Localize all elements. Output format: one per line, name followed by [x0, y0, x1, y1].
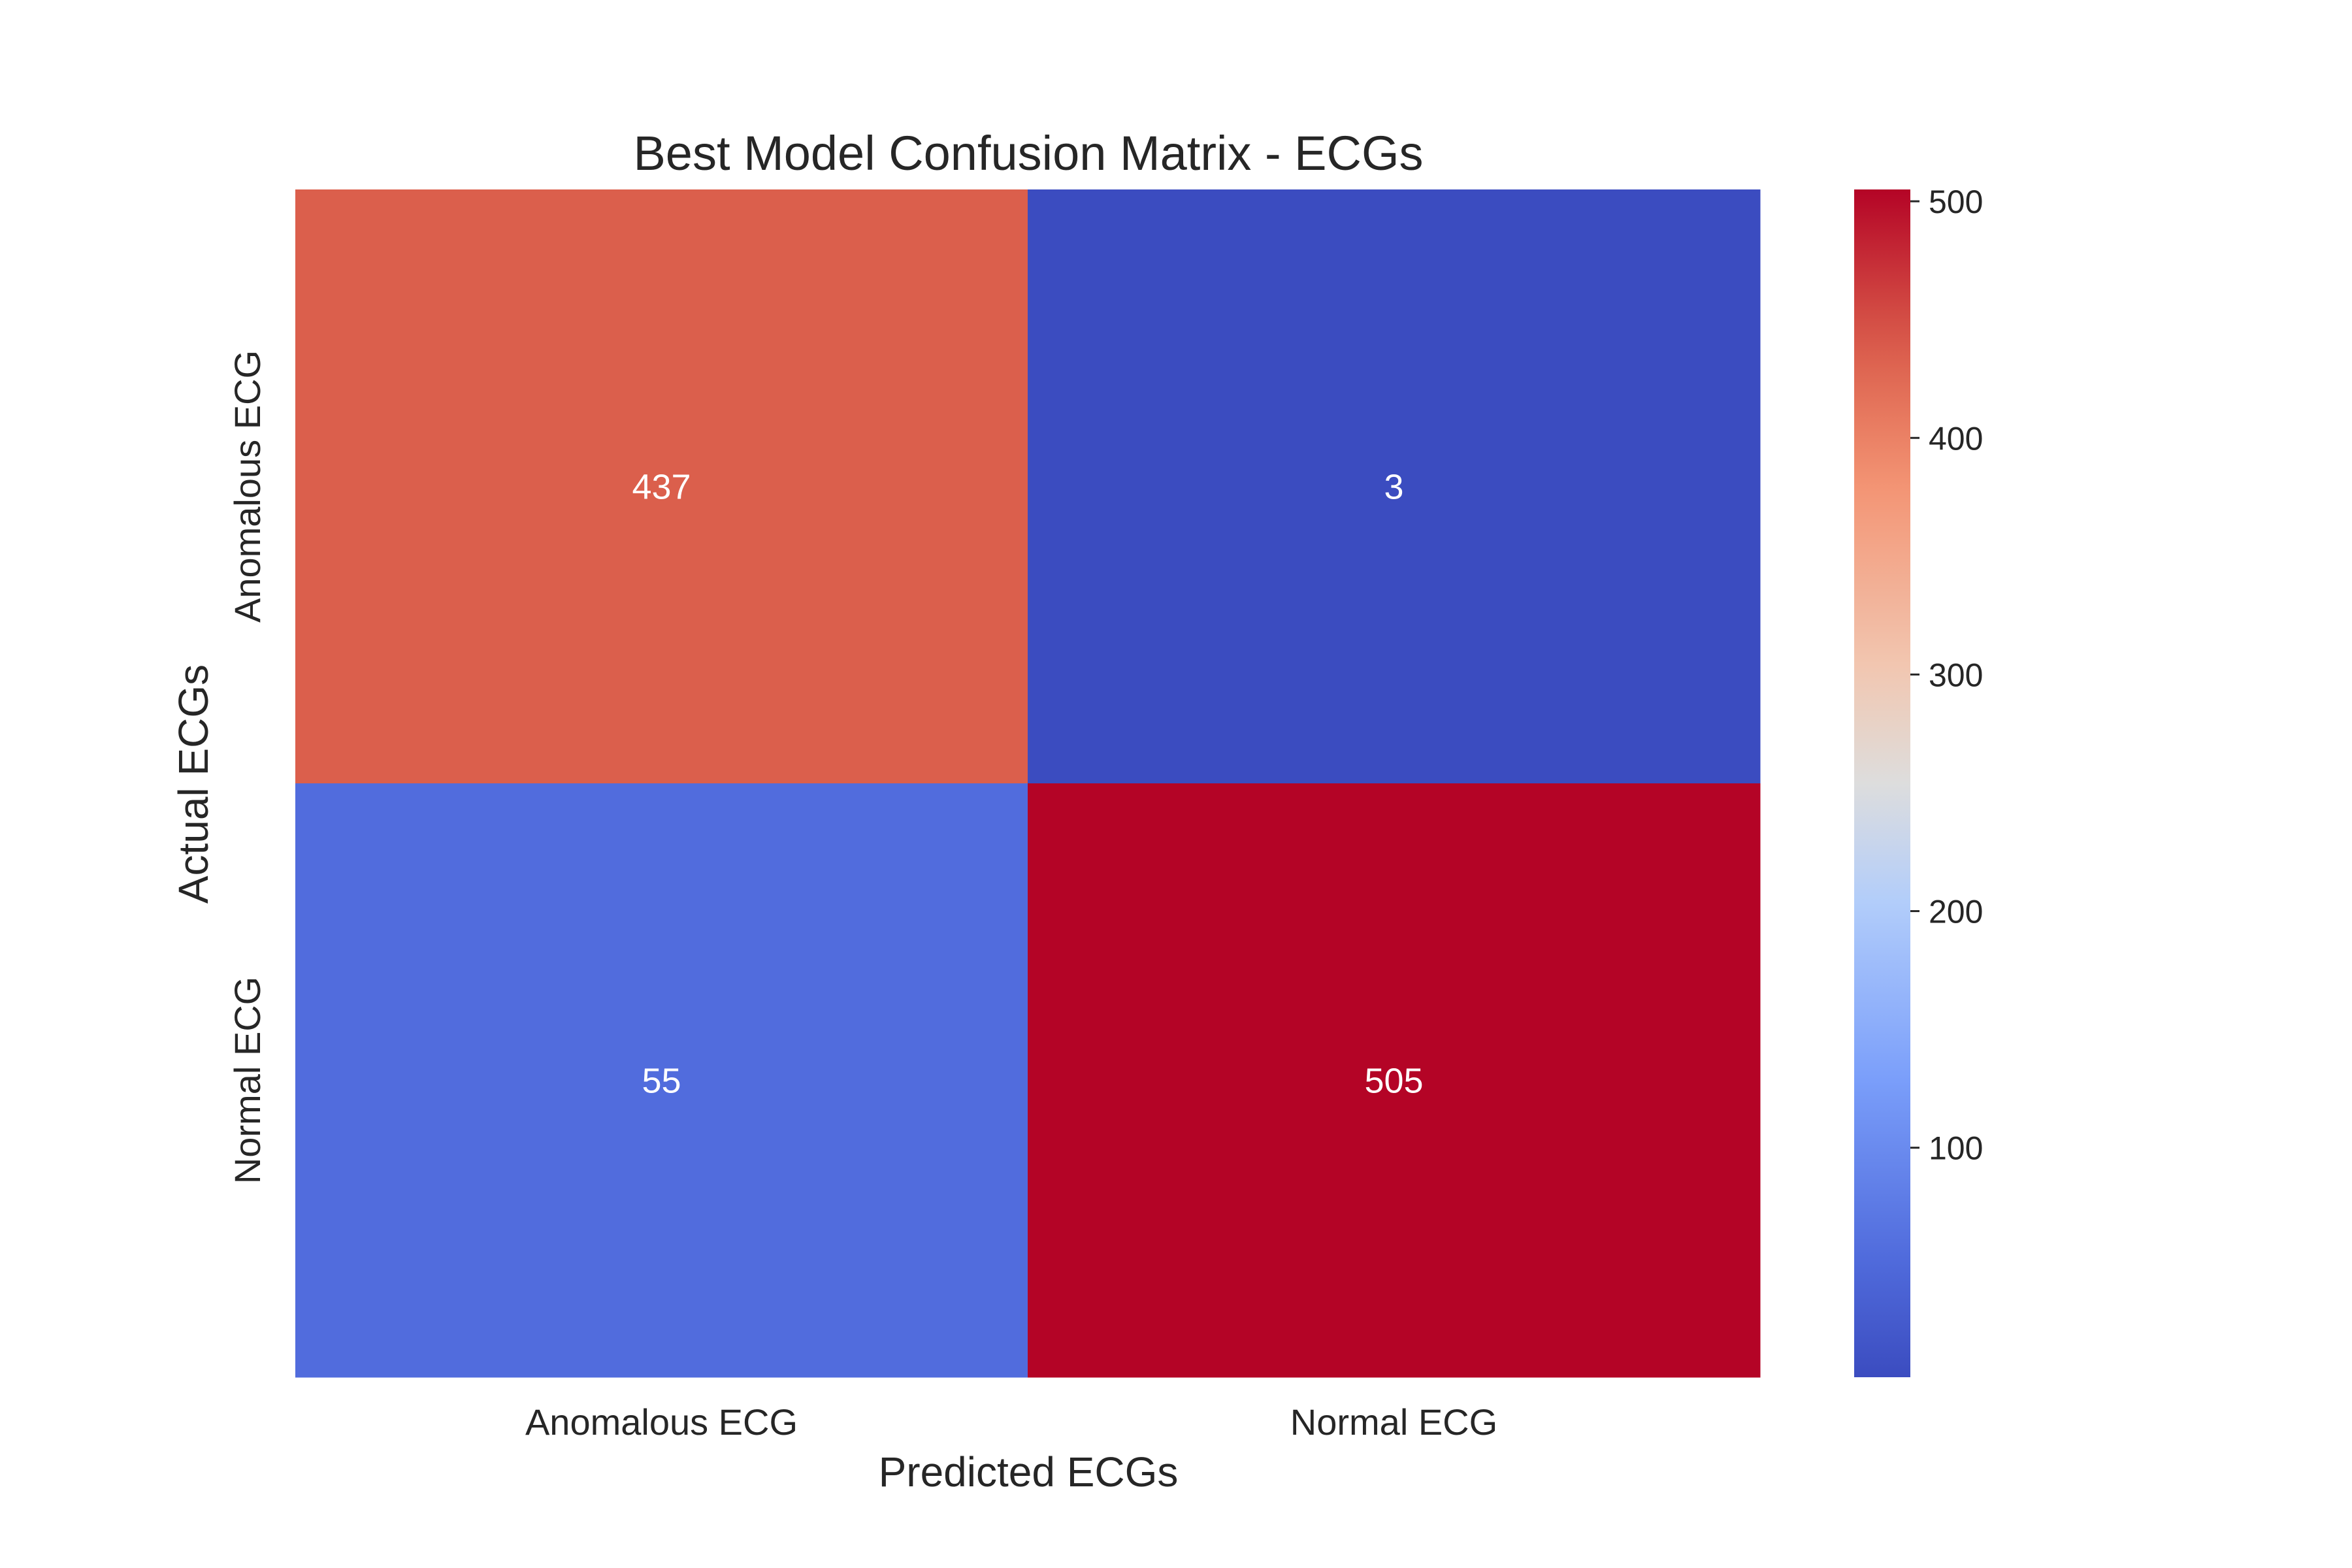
x-tick-labels: Anomalous ECG Normal ECG — [525, 1401, 1497, 1443]
colorbar-tick-label: 400 — [1929, 420, 1983, 457]
x-axis-label: Predicted ECGs — [879, 1448, 1179, 1495]
cell-value-r0-c1: 3 — [1384, 468, 1403, 507]
y-axis-label: Actual ECGs — [170, 664, 217, 904]
cell-value-r1-c1: 505 — [1364, 1062, 1423, 1101]
colorbar-tick-label: 300 — [1929, 657, 1983, 693]
y-tick-label: Anomalous ECG — [227, 350, 268, 623]
heatmap-cell-r0-c1 — [1028, 189, 1761, 784]
heatmap-cell-r1-c0 — [295, 783, 1028, 1378]
x-tick-label: Anomalous ECG — [525, 1401, 798, 1443]
heatmap-cell-r0-c0 — [295, 189, 1028, 784]
cell-value-r1-c0: 55 — [642, 1062, 681, 1101]
heatmap-cells — [295, 189, 1761, 1378]
cell-annotations: 437 3 55 505 — [632, 468, 1423, 1101]
colorbar-tick-label: 100 — [1929, 1130, 1983, 1167]
colorbar-tick-label: 500 — [1929, 184, 1983, 220]
y-tick-label: Normal ECG — [227, 977, 268, 1184]
heatmap-cell-r1-c1 — [1028, 783, 1761, 1378]
y-tick-labels: Anomalous ECG Normal ECG — [227, 350, 268, 1184]
chart-title: Best Model Confusion Matrix - ECGs — [633, 126, 1423, 180]
colorbar-ticks: 100 200 300 400 500 — [1910, 184, 1983, 1167]
colorbar-tick-label: 200 — [1929, 894, 1983, 930]
cell-value-r0-c0: 437 — [632, 468, 691, 507]
colorbar — [1854, 189, 1910, 1377]
x-tick-label: Normal ECG — [1290, 1401, 1497, 1443]
